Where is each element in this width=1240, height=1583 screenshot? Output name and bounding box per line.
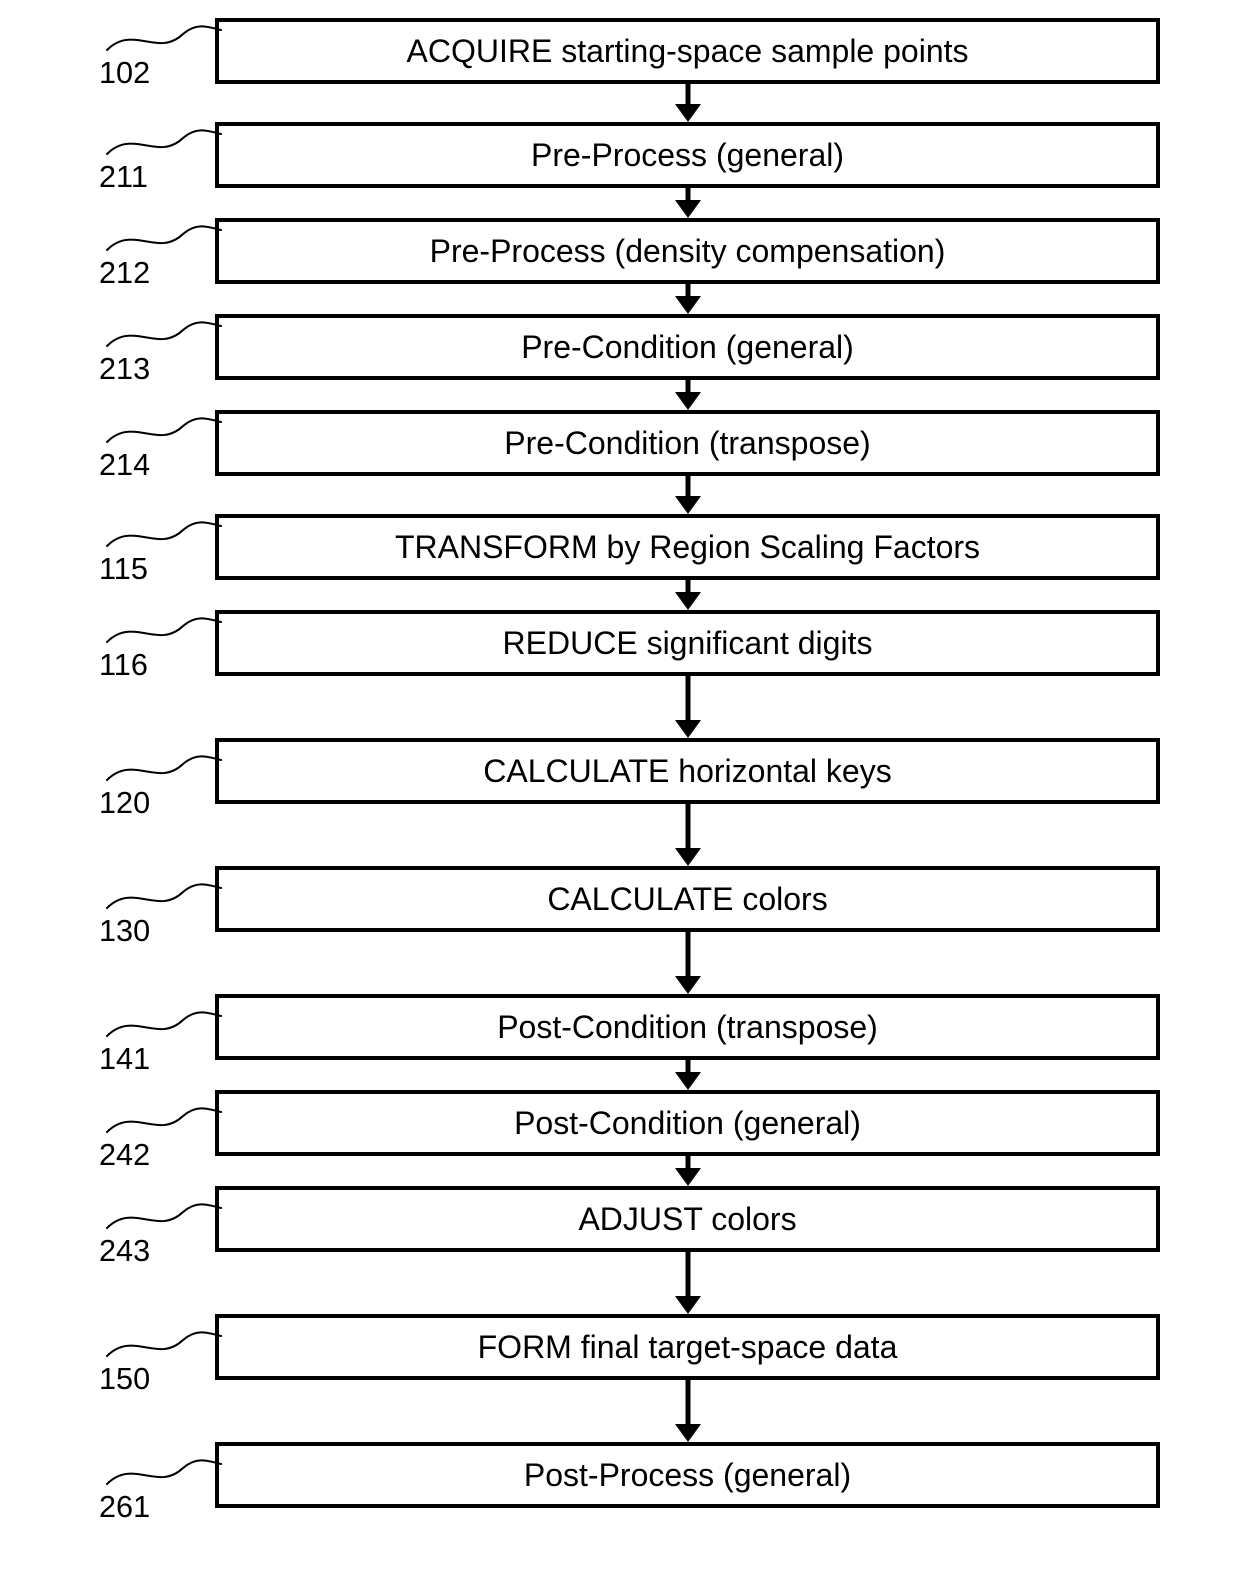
flow-step-squiggle [103,1450,223,1490]
flow-step-ref: 150 [99,1362,150,1397]
flow-arrow [673,1380,703,1442]
flow-step-box: CALCULATE colors [215,866,1160,932]
flow-arrow [673,188,703,218]
flow-step-ref: 213 [99,352,150,387]
flow-step-box: TRANSFORM by Region Scaling Factors [215,514,1160,580]
flow-step-squiggle [103,512,223,552]
flow-step-label: Pre-Condition (transpose) [504,425,870,461]
flow-step-ref: 214 [99,448,150,483]
flow-step-label: REDUCE significant digits [503,625,873,661]
flow-step-label: ADJUST colors [578,1201,796,1237]
flow-step-box: ADJUST colors [215,1186,1160,1252]
flow-step-squiggle [103,608,223,648]
flow-arrow [673,1252,703,1314]
flow-arrow [673,932,703,994]
flow-step-label: CALCULATE colors [547,881,827,917]
flow-step-label: Pre-Condition (general) [521,329,854,365]
flow-step-squiggle [103,746,223,786]
flow-step-squiggle [103,216,223,256]
flow-step-label: Pre-Process (density compensation) [430,233,946,269]
flow-step-ref: 211 [99,160,148,195]
flow-step-ref: 120 [99,786,150,821]
flow-step-ref: 116 [99,648,148,683]
flow-step-box: Post-Condition (general) [215,1090,1160,1156]
flow-arrow [673,380,703,410]
flow-step-squiggle [103,312,223,352]
flow-step-box: Post-Process (general) [215,1442,1160,1508]
flow-step-ref: 130 [99,914,150,949]
flow-arrow [673,1060,703,1090]
flow-step-label: Pre-Process (general) [531,137,844,173]
flow-step-squiggle [103,1002,223,1042]
flow-step-ref: 261 [99,1490,150,1525]
flow-arrow [673,676,703,738]
flow-arrow [673,804,703,866]
flow-arrow [673,284,703,314]
flow-step-ref: 141 [99,1042,150,1077]
flow-step-squiggle [103,408,223,448]
flow-step-label: Post-Condition (transpose) [497,1009,878,1045]
flow-step-label: FORM final target-space data [478,1329,898,1365]
flow-step-squiggle [103,120,223,160]
flow-step-label: Post-Condition (general) [514,1105,861,1141]
flow-step-ref: 242 [99,1138,150,1173]
flow-step-label: TRANSFORM by Region Scaling Factors [395,529,980,565]
flowchart-canvas: ACQUIRE starting-space sample points 102 P… [0,0,1240,1583]
flow-step-box: Post-Condition (transpose) [215,994,1160,1060]
flow-arrow [673,84,703,122]
flow-arrow [673,580,703,610]
flow-step-box: Pre-Condition (transpose) [215,410,1160,476]
flow-step-label: ACQUIRE starting-space sample points [407,33,969,69]
flow-step-ref: 212 [99,256,150,291]
flow-arrow [673,476,703,514]
flow-step-box: Pre-Process (density compensation) [215,218,1160,284]
flow-step-box: Pre-Condition (general) [215,314,1160,380]
flow-step-box: Pre-Process (general) [215,122,1160,188]
flow-step-box: FORM final target-space data [215,1314,1160,1380]
flow-step-squiggle [103,1098,223,1138]
flow-step-squiggle [103,1194,223,1234]
flow-step-label: Post-Process (general) [524,1457,851,1493]
flow-step-label: CALCULATE horizontal keys [483,753,891,789]
flow-step-squiggle [103,874,223,914]
flow-arrow [673,1156,703,1186]
flow-step-box: CALCULATE horizontal keys [215,738,1160,804]
flow-step-squiggle [103,1322,223,1362]
flow-step-box: REDUCE significant digits [215,610,1160,676]
flow-step-ref: 102 [99,56,150,91]
flow-step-box: ACQUIRE starting-space sample points [215,18,1160,84]
flow-step-squiggle [103,16,223,56]
flow-step-ref: 115 [99,552,148,587]
flow-step-ref: 243 [99,1234,150,1269]
